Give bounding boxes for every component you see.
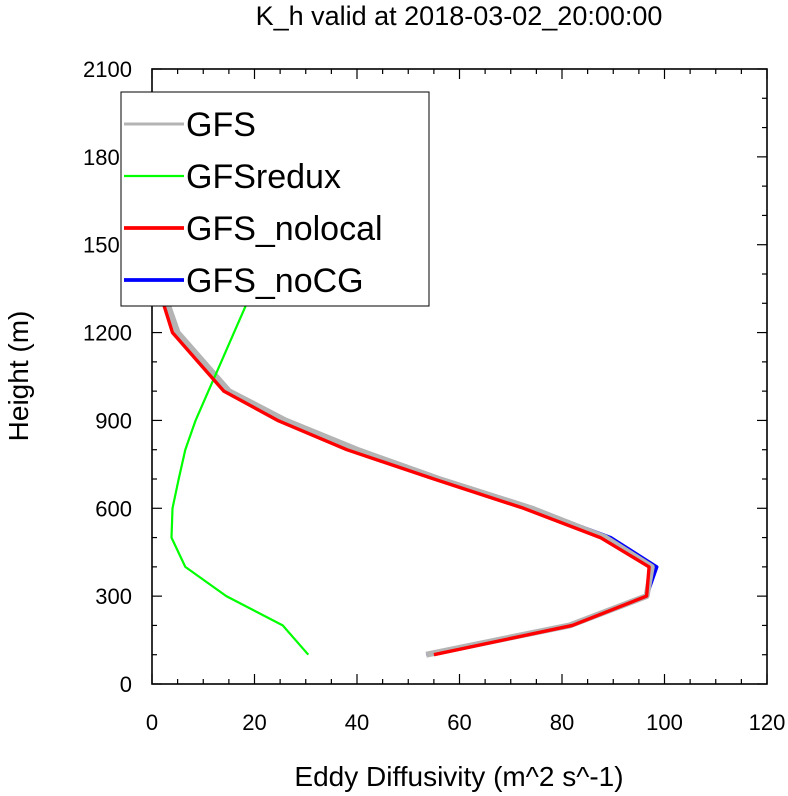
plot-frame [151, 68, 768, 685]
x-axis-label: Eddy Diffusivity (m^2 s^-1) [294, 761, 623, 792]
x-tick-label: 100 [646, 710, 683, 735]
x-tick-label: 0 [146, 710, 158, 735]
y-axis-label: Height (m) [3, 311, 34, 442]
y-tick-label: 0 [120, 672, 132, 697]
x-tick-label: 120 [749, 710, 786, 735]
y-tick-label: 600 [95, 496, 132, 521]
x-tick-label: 60 [447, 710, 471, 735]
legend-box [120, 91, 430, 307]
x-tick-label: 40 [345, 710, 369, 735]
chart-title: K_h valid at 2018-03-02_20:00:00 [256, 1, 663, 31]
legend: GFS GFSredux GFS_nolocal GFS_noCG [120, 91, 430, 307]
legend-label-gfs-nocg: GFS_noCG [186, 262, 364, 300]
y-tick-label: 300 [95, 584, 132, 609]
y-tick-label: 900 [95, 408, 132, 433]
legend-label-gfs-nolocal: GFS_nolocal [186, 210, 383, 248]
y-tick-label: 2100 [83, 57, 132, 82]
x-tick-label: 80 [550, 710, 574, 735]
legend-label-gfs: GFS [186, 106, 256, 144]
x-tick-label: 20 [242, 710, 266, 735]
y-tick-label: 1200 [83, 321, 132, 346]
legend-label-gfsredux: GFSredux [186, 158, 341, 196]
